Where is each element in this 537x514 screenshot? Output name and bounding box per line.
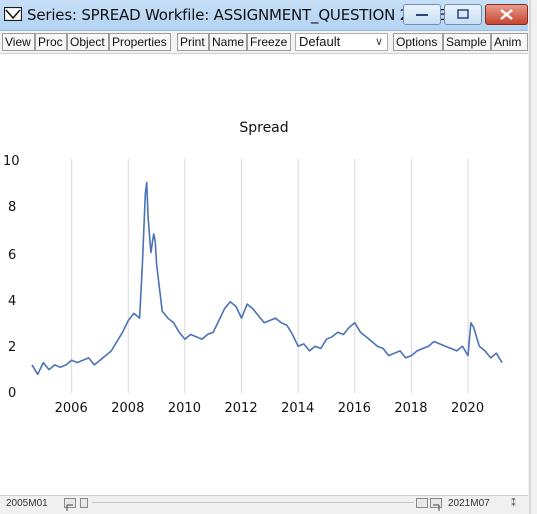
scroll-thumb[interactable] bbox=[80, 498, 88, 508]
y-tick-label: 4 bbox=[8, 294, 17, 309]
scroll-start-label: 2005M01 bbox=[6, 498, 48, 509]
line-chart: Spread 0 2 4 6 8 10 bbox=[0, 54, 528, 486]
x-tick-label: 2014 bbox=[281, 401, 315, 416]
x-tick-label: 2016 bbox=[337, 401, 371, 416]
chevron-down-icon: ∨ bbox=[374, 36, 383, 48]
minimize-button[interactable] bbox=[403, 4, 441, 25]
animate-button[interactable]: Anim bbox=[491, 33, 528, 51]
chart-plot bbox=[31, 159, 503, 393]
print-button[interactable]: Print bbox=[177, 33, 209, 51]
toolbar: View Proc Object Properties Print Name F… bbox=[0, 31, 528, 54]
window-edge bbox=[528, 0, 537, 514]
y-tick-label: 8 bbox=[8, 200, 17, 215]
arrow-left-icon bbox=[66, 504, 73, 511]
maximize-icon bbox=[457, 9, 469, 19]
y-tick-label: 2 bbox=[8, 340, 17, 355]
chart-title: Spread bbox=[239, 120, 289, 136]
maximize-button[interactable] bbox=[444, 4, 482, 25]
view-button[interactable]: View bbox=[2, 33, 35, 51]
y-tick-label: 10 bbox=[3, 154, 20, 169]
proc-button[interactable]: Proc bbox=[35, 33, 67, 51]
arrow-right-icon bbox=[433, 504, 440, 511]
y-tick-label: 0 bbox=[8, 386, 17, 401]
x-tick-label: 2012 bbox=[224, 401, 258, 416]
object-button[interactable]: Object bbox=[67, 33, 109, 51]
graph-template-value: Default bbox=[299, 34, 341, 49]
x-tick-label: 2018 bbox=[394, 401, 428, 416]
graph-template-select[interactable]: Default ∨ bbox=[295, 33, 388, 51]
close-button[interactable] bbox=[485, 4, 528, 25]
title-bar[interactable]: Series: SPREAD Workfile: ASSIGNMENT_QUES… bbox=[0, 0, 528, 31]
properties-button[interactable]: Properties bbox=[109, 33, 171, 51]
series-icon bbox=[4, 7, 22, 21]
window-title: Series: SPREAD Workfile: ASSIGNMENT_QUES… bbox=[27, 6, 461, 24]
scroll-right-button[interactable] bbox=[430, 498, 442, 511]
x-tick-label: 2020 bbox=[451, 401, 485, 416]
scroll-track[interactable] bbox=[92, 502, 414, 503]
x-tick-label: 2006 bbox=[54, 401, 88, 416]
sample-button[interactable]: Sample bbox=[443, 33, 491, 51]
horizontal-scrollbar[interactable]: 2005M01 2021M07 ⁑ bbox=[0, 495, 528, 514]
series-line bbox=[31, 181, 503, 376]
close-icon bbox=[500, 9, 513, 20]
scroll-left-button[interactable] bbox=[64, 498, 76, 511]
x-tick-label: 2008 bbox=[111, 401, 145, 416]
minimize-icon bbox=[416, 14, 428, 16]
scroll-overflow-glyph: ⁑ bbox=[511, 498, 516, 509]
y-tick-label: 6 bbox=[8, 248, 17, 263]
options-button[interactable]: Options bbox=[393, 33, 443, 51]
freeze-button[interactable]: Freeze bbox=[247, 33, 291, 51]
x-tick-label: 2010 bbox=[167, 401, 201, 416]
scroll-range-end-handle[interactable] bbox=[416, 498, 428, 508]
name-button[interactable]: Name bbox=[209, 33, 247, 51]
scroll-end-label: 2021M07 bbox=[448, 498, 490, 509]
